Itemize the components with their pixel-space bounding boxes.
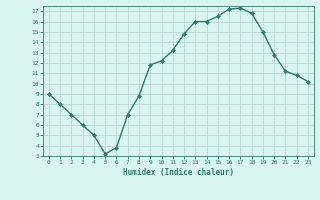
- X-axis label: Humidex (Indice chaleur): Humidex (Indice chaleur): [123, 168, 234, 177]
